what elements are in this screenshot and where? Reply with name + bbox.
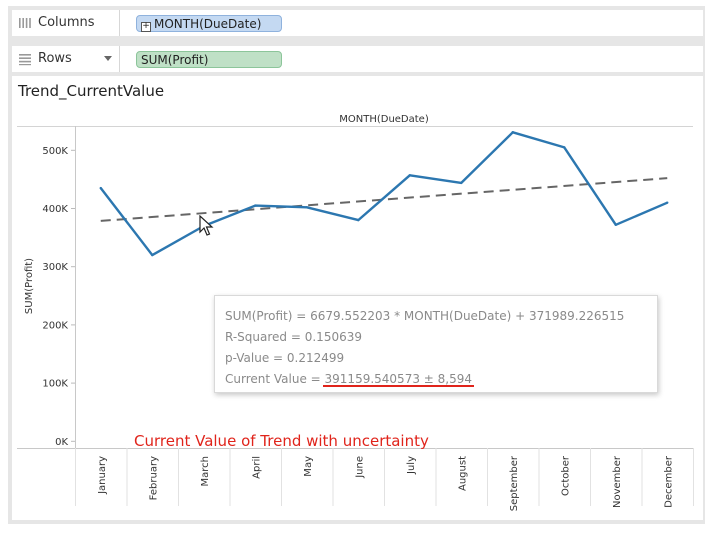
rows-shelf-label: Rows (12, 46, 120, 72)
columns-shelf-icon (19, 18, 31, 28)
columns-pill-text: MONTH(DueDate) (154, 17, 262, 31)
data-point (460, 181, 463, 185)
data-point (254, 204, 257, 207)
y-tick-label: 500K (42, 146, 68, 157)
x-tick-label: August (457, 456, 468, 491)
y-tick-label: 300K (42, 262, 68, 273)
tooltip-current-value: Current Value = 391159.540573 ± 8,594 (225, 369, 657, 390)
data-point (563, 146, 566, 149)
x-tick-label: April (251, 456, 262, 479)
x-tick-label: June (354, 456, 365, 479)
mouse-cursor-icon (199, 215, 214, 236)
chart-panel: Trend_CurrentValue MONTH(DueDate) 0K 100K 2… (12, 76, 703, 520)
expand-plus-icon[interactable]: + (141, 21, 151, 32)
y-tick-label: 0K (55, 437, 68, 448)
data-point (99, 186, 102, 190)
rows-shelf-icon (19, 54, 31, 66)
x-tick-label: September (509, 455, 520, 511)
current-value-label: Current Value = (225, 372, 325, 386)
x-tick-label: July (406, 456, 417, 475)
chevron-down-icon[interactable] (104, 56, 112, 61)
tooltip-equation: SUM(Profit) = 6679.552203 * MONTH(DueDat… (225, 309, 625, 323)
rows-shelf[interactable]: Rows SUM(Profit) (12, 46, 703, 72)
column-header-label: MONTH(DueDate) (339, 114, 429, 125)
current-value-text: 391159.540573 ± 8,594 (324, 372, 472, 386)
rows-pill-text: SUM(Profit) (141, 53, 209, 67)
data-point (666, 201, 669, 204)
tooltip-p-value: p-Value = 0.212499 (225, 351, 345, 365)
data-point (511, 131, 514, 134)
month-duedate-pill[interactable]: + MONTH(DueDate) (136, 15, 282, 32)
y-axis-title: SUM(Profit) (24, 258, 35, 314)
data-point (614, 223, 617, 226)
trend-tooltip: SUM(Profit) = 6679.552203 * MONTH(DueDat… (214, 295, 658, 393)
data-point (408, 174, 411, 177)
data-point (357, 218, 360, 222)
y-tick-label: 100K (42, 379, 68, 390)
current-value-underline (323, 385, 474, 387)
trend-line (100, 177, 668, 222)
x-tick-label: December (663, 455, 674, 508)
y-tick-label: 200K (42, 320, 68, 331)
annotation-text: Current Value of Trend with uncertainty (134, 432, 429, 450)
columns-shelf-label: Columns (12, 10, 120, 36)
rows-label-text: Rows (38, 51, 72, 66)
x-tick-label: January (97, 456, 108, 495)
data-point (151, 253, 154, 257)
tooltip-r-squared: R-Squared = 0.150639 (225, 330, 362, 344)
x-tick-label: February (148, 456, 159, 500)
line-chart[interactable]: MONTH(DueDate) 0K 100K 200K 300K 400K 500K SUM(… (12, 76, 703, 520)
data-point (305, 206, 308, 209)
sum-profit-pill[interactable]: SUM(Profit) (136, 51, 282, 68)
x-tick-label: October (560, 455, 571, 496)
columns-shelf[interactable]: Columns + MONTH(DueDate) (12, 10, 703, 36)
y-tick-label: 400K (42, 204, 68, 215)
sheet-title: Trend_CurrentValue (18, 82, 165, 100)
columns-label-text: Columns (38, 15, 95, 30)
x-tick-label: November (612, 455, 623, 508)
x-tick-label: March (200, 456, 211, 486)
series-line (99, 131, 668, 257)
x-tick-label: May (303, 456, 314, 477)
